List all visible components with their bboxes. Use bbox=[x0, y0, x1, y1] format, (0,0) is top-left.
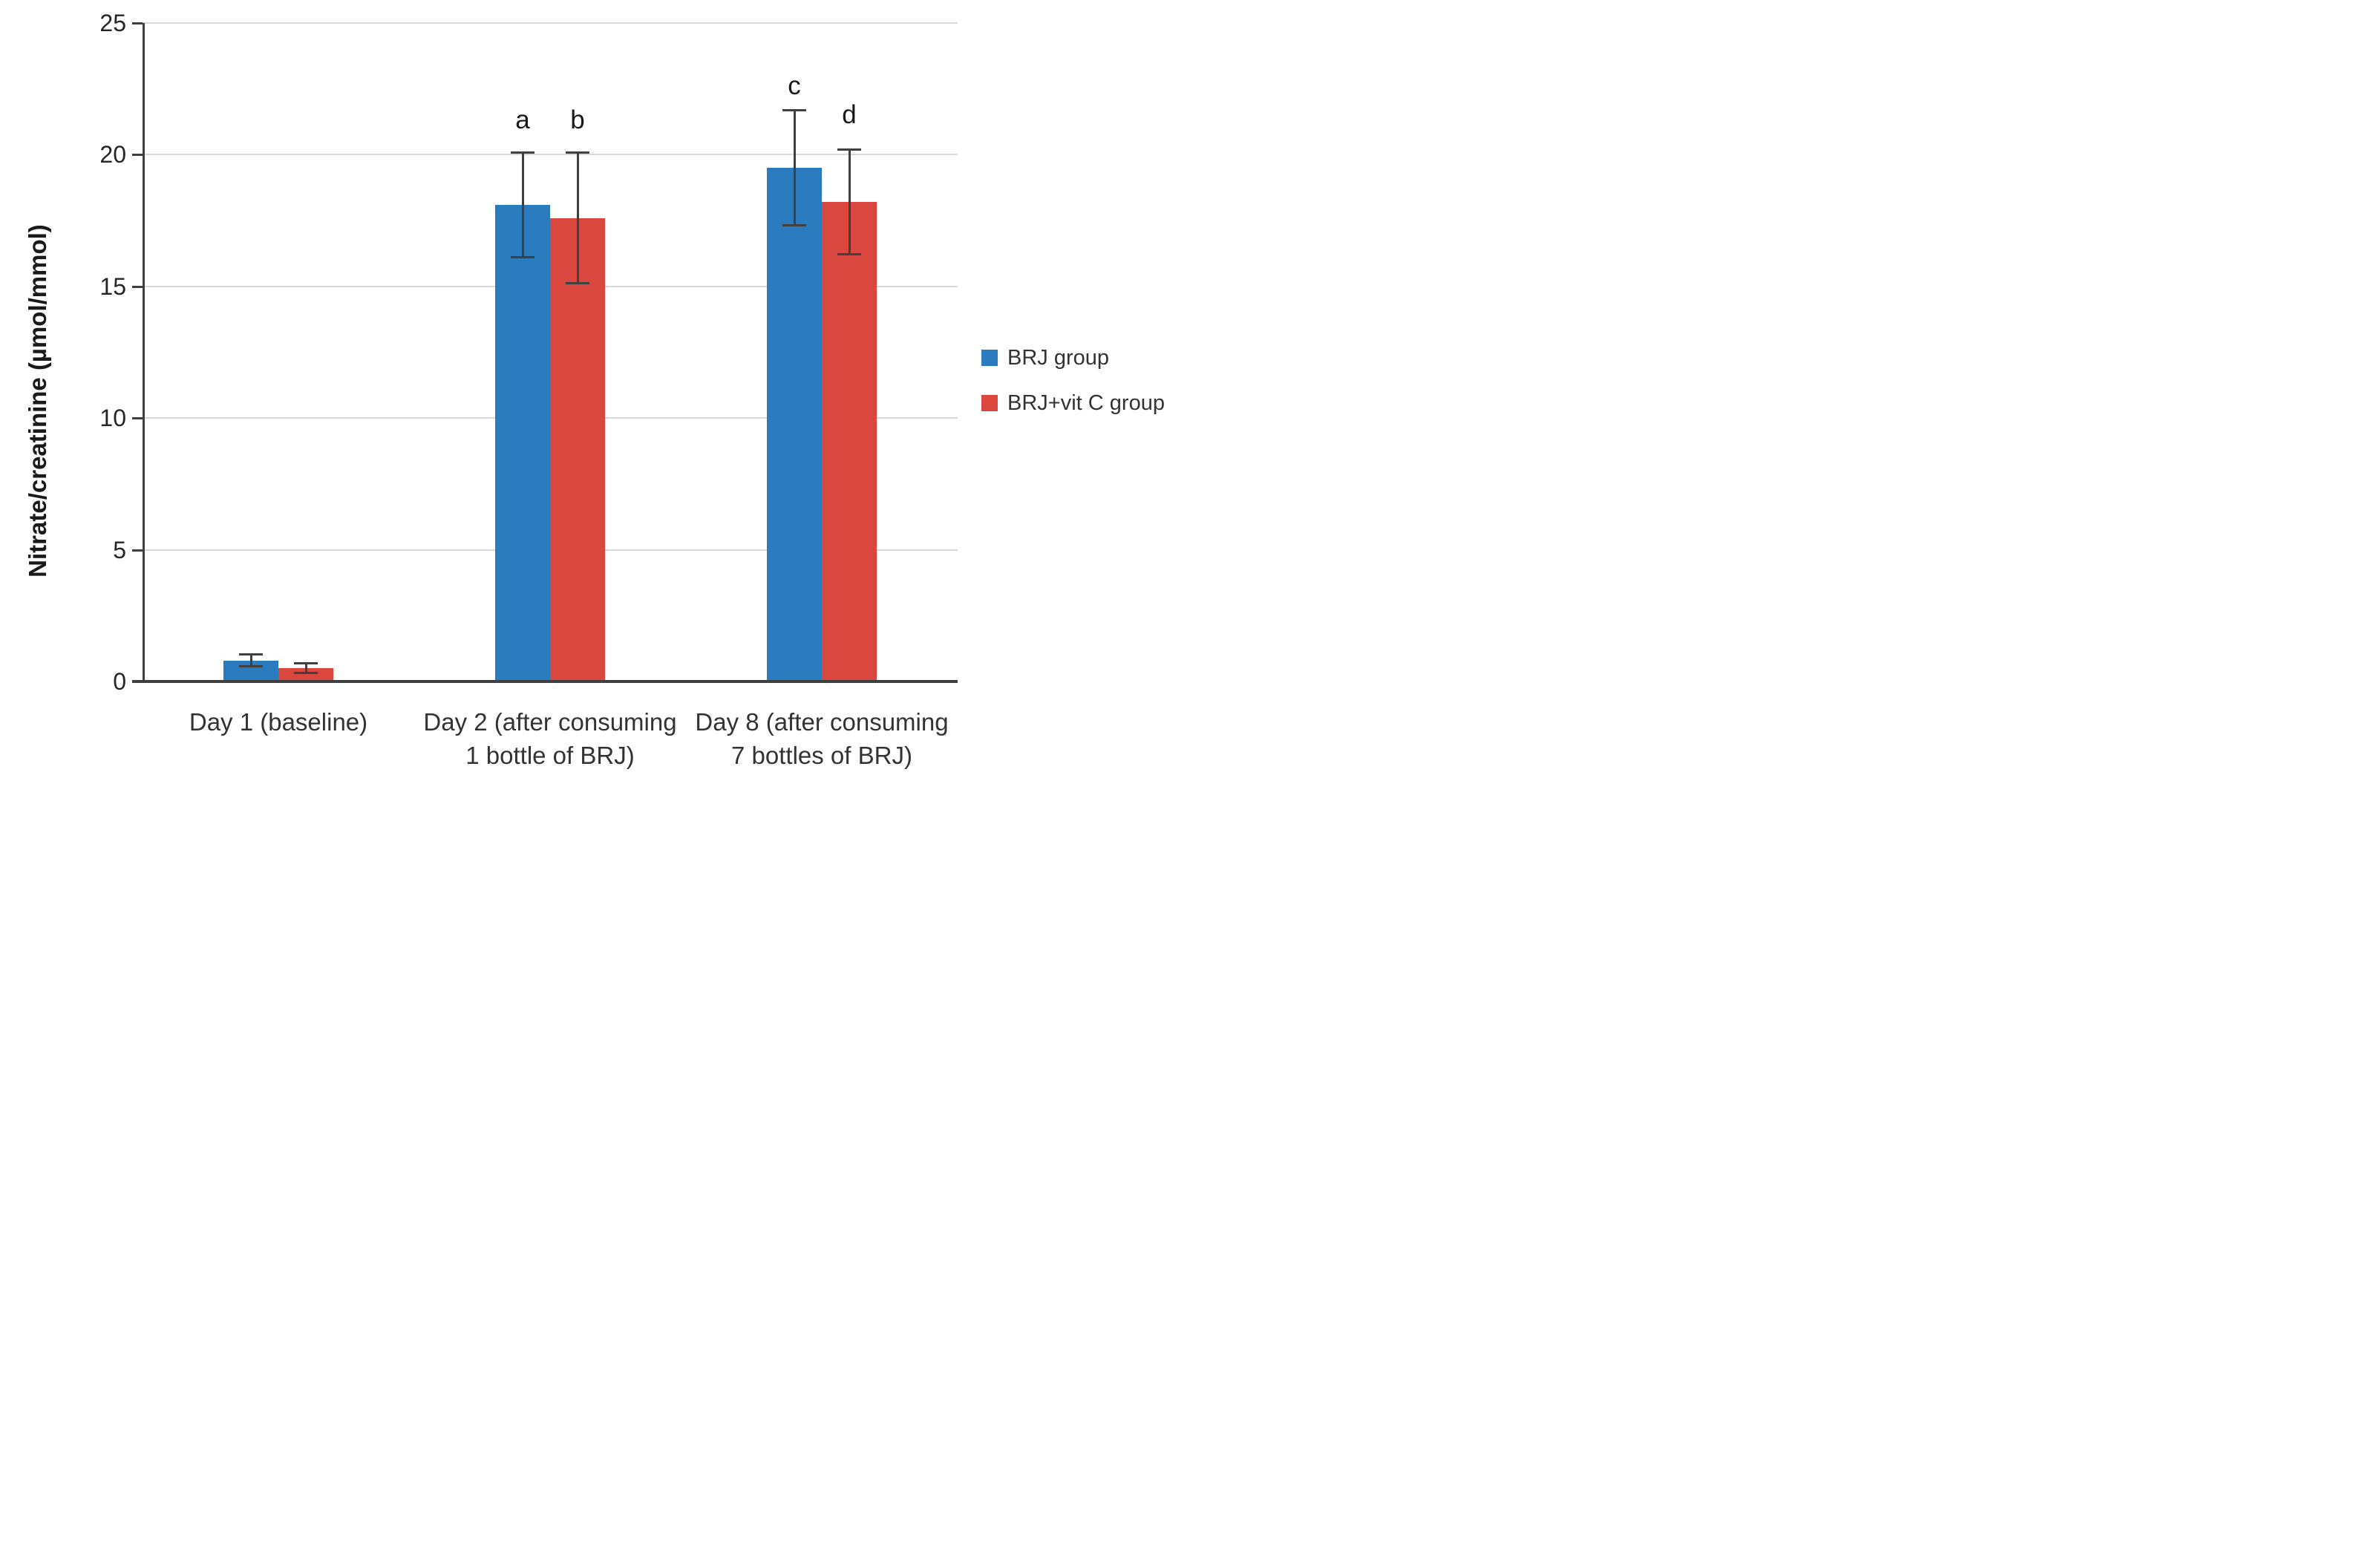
bar-brj-vit-c-group-cat1 bbox=[550, 218, 605, 681]
error-cap-bottom bbox=[239, 665, 263, 668]
legend-label: BRJ+vit C group bbox=[1007, 390, 1165, 415]
error-cap-bottom bbox=[511, 255, 534, 258]
y-tick-mark-20 bbox=[132, 154, 143, 157]
error-cap-bottom bbox=[294, 672, 318, 675]
error-cap-top bbox=[511, 151, 534, 154]
error-bar-brj-group-cat1 bbox=[521, 151, 524, 258]
bar-brj-group-cat2 bbox=[767, 168, 822, 681]
error-cap-bottom bbox=[782, 224, 806, 227]
error-cap-top bbox=[782, 109, 806, 112]
error-cap-top bbox=[239, 653, 263, 655]
x-axis-line bbox=[132, 680, 958, 683]
y-tick-label-20: 20 bbox=[99, 141, 126, 169]
bar-brj-group-cat1 bbox=[495, 204, 550, 681]
bar-brj-vit-c-group-cat0 bbox=[278, 668, 333, 681]
y-tick-label-25: 25 bbox=[99, 10, 126, 36]
error-cap-bottom bbox=[837, 253, 861, 256]
legend-item-brj-vit-c-group: BRJ+vit C group bbox=[981, 391, 1165, 415]
error-cap-top bbox=[837, 148, 861, 151]
gridline-y-20 bbox=[143, 154, 958, 156]
y-tick-mark-10 bbox=[132, 417, 143, 420]
x-category-label-0: Day 1 (baseline) bbox=[189, 708, 368, 736]
y-tick-label-0: 0 bbox=[113, 668, 126, 695]
error-bar-brj-group-cat0 bbox=[249, 653, 252, 667]
plot-area: 0 5 10 15 20 25 a b c d Day 1 (baseline) Day 2 (aft… bbox=[0, 0, 1190, 776]
legend-swatch-brj-vit-c-group bbox=[981, 395, 998, 411]
error-bar-brj-vit-c-group-cat2 bbox=[848, 149, 851, 255]
error-bar-brj-group-cat2 bbox=[793, 110, 796, 226]
error-cap-bottom bbox=[566, 282, 589, 285]
significance-letter-d: d bbox=[842, 100, 857, 130]
legend: BRJ group BRJ+vit C group bbox=[981, 346, 1165, 437]
y-tick-label-10: 10 bbox=[99, 405, 126, 432]
bar-chart-figure: Nitrate/creatinine (µmol/mmol) 0 5 10 15 20 2… bbox=[0, 0, 1190, 776]
significance-letter-b: b bbox=[570, 105, 585, 135]
y-axis-line bbox=[143, 23, 145, 681]
error-cap-top bbox=[566, 151, 589, 154]
significance-letter-a: a bbox=[515, 105, 530, 135]
x-category-label-1: Day 2 (after consuming 1 bottle of BRJ) bbox=[423, 708, 677, 769]
legend-swatch-brj-group bbox=[981, 350, 998, 366]
y-tick-mark-5 bbox=[132, 549, 143, 552]
significance-letter-c: c bbox=[788, 71, 801, 101]
error-bar-brj-vit-c-group-cat0 bbox=[304, 663, 307, 674]
x-category-label-2: Day 8 (after consuming 7 bottles of BRJ) bbox=[695, 708, 949, 769]
error-cap-top bbox=[294, 662, 318, 665]
gridline-y-25 bbox=[143, 22, 958, 24]
y-tick-label-15: 15 bbox=[99, 272, 126, 300]
y-tick-label-5: 5 bbox=[113, 536, 126, 563]
legend-label: BRJ group bbox=[1007, 345, 1110, 370]
legend-item-brj-group: BRJ group bbox=[981, 346, 1165, 370]
error-bar-brj-vit-c-group-cat1 bbox=[576, 151, 579, 284]
y-tick-mark-25 bbox=[132, 22, 143, 24]
bar-brj-vit-c-group-cat2 bbox=[822, 202, 877, 681]
y-tick-mark-15 bbox=[132, 285, 143, 288]
